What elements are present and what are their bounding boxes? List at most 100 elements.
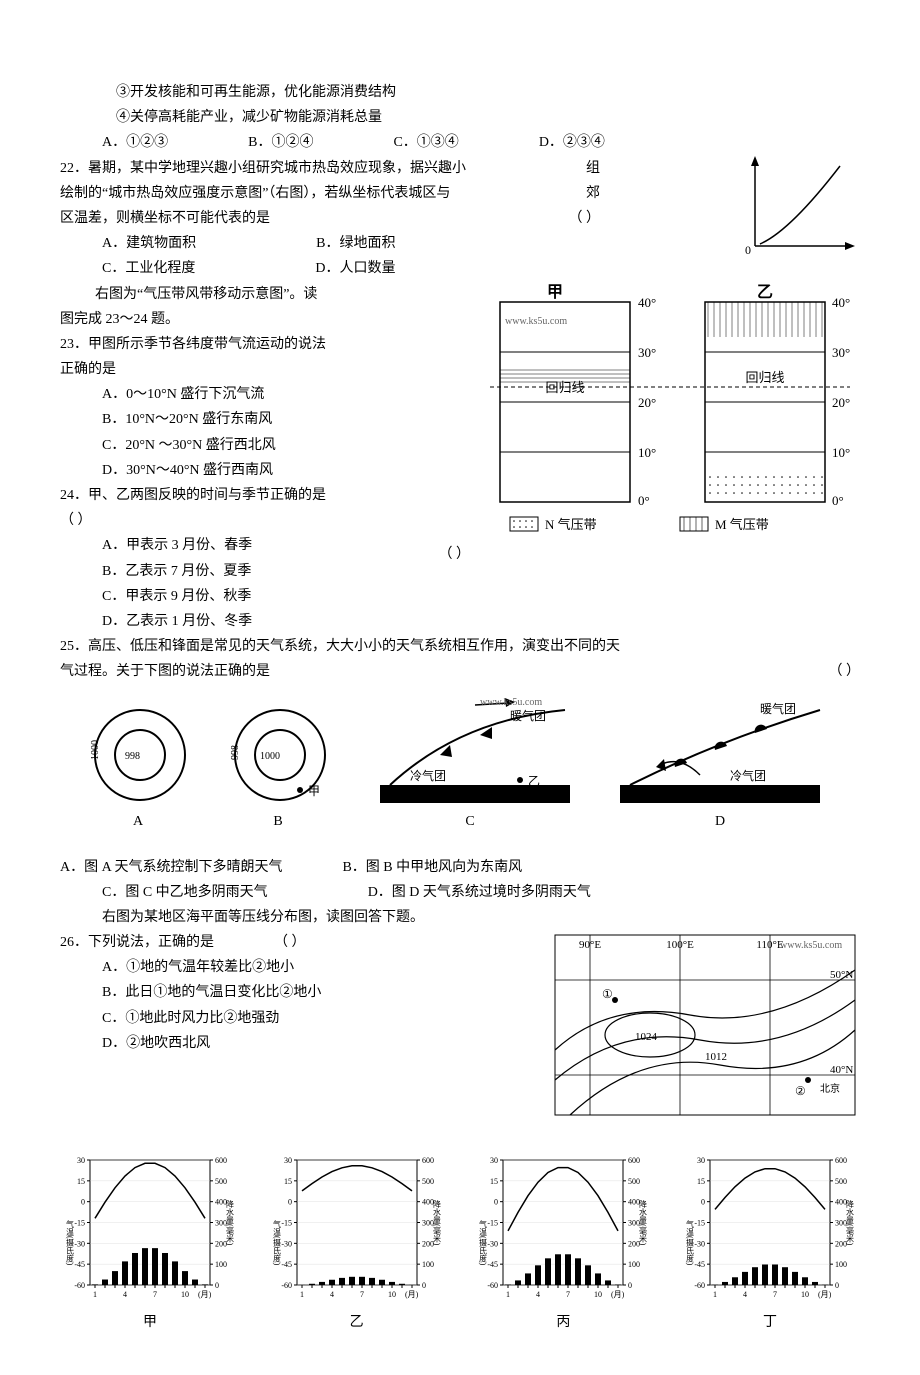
svg-text:30: 30 xyxy=(490,1156,498,1165)
svg-text:0: 0 xyxy=(701,1198,705,1207)
svg-text:0°: 0° xyxy=(832,493,844,508)
svg-text:(月): (月) xyxy=(198,1290,212,1299)
svg-text:40°: 40° xyxy=(832,295,850,310)
svg-text:7: 7 xyxy=(566,1290,570,1299)
svg-text:40°: 40° xyxy=(638,295,656,310)
svg-text:600: 600 xyxy=(628,1156,640,1165)
svg-text:降水量(毫米): 降水量(毫米) xyxy=(432,1199,441,1246)
svg-text:A: A xyxy=(133,814,144,829)
q22-options-row1: A．建筑物面积 B．绿地面积 xyxy=(60,231,730,256)
svg-text:暖气团: 暖气团 xyxy=(760,701,796,716)
svg-text:M 气压带: M 气压带 xyxy=(715,517,769,532)
svg-text:100: 100 xyxy=(422,1260,434,1269)
svg-text:7: 7 xyxy=(360,1290,364,1299)
svg-text:乙: 乙 xyxy=(528,774,540,788)
svg-text:乙: 乙 xyxy=(757,284,773,301)
svg-text:D: D xyxy=(715,814,725,829)
svg-text:①: ① xyxy=(602,987,613,1001)
svg-text:-60: -60 xyxy=(281,1281,292,1290)
svg-text:500: 500 xyxy=(628,1177,640,1186)
svg-text:(月): (月) xyxy=(405,1290,419,1299)
svg-text:600: 600 xyxy=(422,1156,434,1165)
q22-graph: 0 xyxy=(740,156,860,256)
svg-text:100: 100 xyxy=(215,1260,227,1269)
opt-a: A．①②③ xyxy=(102,130,168,155)
svg-text:(月): (月) xyxy=(818,1290,832,1299)
climate-chart-ding: 30150-15-30-45-6060050040030020010001471… xyxy=(680,1150,860,1335)
svg-text:7: 7 xyxy=(153,1290,157,1299)
opt-c: C．图 C 中乙地多阴雨天气 xyxy=(102,880,268,905)
svg-text:20°: 20° xyxy=(638,395,656,410)
opt-c: C．工业化程度 xyxy=(102,256,195,281)
svg-text:4: 4 xyxy=(330,1290,334,1299)
svg-text:②: ② xyxy=(795,1084,806,1098)
svg-text:甲: 甲 xyxy=(547,283,563,301)
climate-chart-yi: 30150-15-30-45-6060050040030020010001471… xyxy=(267,1150,447,1335)
svg-text:降水量(毫米): 降水量(毫米) xyxy=(226,1199,235,1246)
q25-diagram-row: 1000 998 A 998 1000 甲 B 暖气团 冷气团 乙 C xyxy=(60,695,860,845)
opt-a: A．建筑物面积 xyxy=(102,231,196,256)
svg-text:0: 0 xyxy=(81,1198,85,1207)
svg-text:4: 4 xyxy=(536,1290,540,1299)
q24-opt-d: D．乙表示 1 月份、冬季 xyxy=(60,609,860,634)
svg-text:0: 0 xyxy=(215,1281,219,1290)
svg-text:降水量(毫米): 降水量(毫米) xyxy=(845,1199,854,1246)
svg-text:气温(摄氏度): 气温(摄氏度) xyxy=(479,1219,488,1266)
svg-text:降水量(毫米): 降水量(毫米) xyxy=(639,1199,648,1246)
svg-text:N 气压带: N 气压带 xyxy=(545,517,597,532)
opt-b: B．图 B 中甲地风向为东南风 xyxy=(342,855,522,880)
svg-text:15: 15 xyxy=(697,1177,705,1186)
svg-text:C: C xyxy=(465,814,474,829)
svg-text:北京: 北京 xyxy=(820,1082,840,1095)
climate-chart-jia: 30150-15-30-45-6060050040030020010001471… xyxy=(60,1150,240,1335)
svg-text:1: 1 xyxy=(506,1290,510,1299)
svg-text:-15: -15 xyxy=(488,1219,499,1228)
svg-text:冷气团: 冷气团 xyxy=(410,768,446,783)
svg-text:100: 100 xyxy=(835,1260,847,1269)
svg-text:100°E: 100°E xyxy=(666,939,694,951)
svg-text:30°: 30° xyxy=(832,345,850,360)
svg-text:500: 500 xyxy=(215,1177,227,1186)
svg-text:10: 10 xyxy=(594,1290,602,1299)
svg-text:10: 10 xyxy=(181,1290,189,1299)
svg-text:7: 7 xyxy=(773,1290,777,1299)
svg-text:10°: 10° xyxy=(832,445,850,460)
opt-a: A．图 A 天气系统控制下多晴朗天气 xyxy=(60,855,282,880)
svg-text:1000: 1000 xyxy=(260,751,280,762)
svg-text:www.ks5u.com: www.ks5u.com xyxy=(780,940,842,951)
svg-text:4: 4 xyxy=(123,1290,127,1299)
svg-text:-15: -15 xyxy=(694,1219,705,1228)
svg-text:气温(摄氏度): 气温(摄氏度) xyxy=(66,1219,75,1266)
pre-options: A．①②③ B．①②④ C．①③④ D．②③④ xyxy=(60,130,860,155)
svg-text:-60: -60 xyxy=(694,1281,705,1290)
q25-options: A．图 A 天气系统控制下多晴朗天气 B．图 B 中甲地风向为东南风 C．图 C… xyxy=(60,855,860,905)
svg-text:-60: -60 xyxy=(74,1281,85,1290)
opt-d: D．图 D 天气系统过境时多阴雨天气 xyxy=(368,880,591,905)
svg-text:20°: 20° xyxy=(832,395,850,410)
svg-text:-30: -30 xyxy=(281,1239,292,1248)
svg-text:-30: -30 xyxy=(488,1239,499,1248)
svg-text:www.ks5u.com: www.ks5u.com xyxy=(480,697,542,708)
svg-text:0: 0 xyxy=(628,1281,632,1290)
svg-text:100: 100 xyxy=(628,1260,640,1269)
option-item-3: ③开发核能和可再生能源，优化能源消费结构 xyxy=(60,80,860,105)
svg-text:1000: 1000 xyxy=(90,740,101,760)
opt-d: D．人口数量 xyxy=(315,256,395,281)
svg-text:30°: 30° xyxy=(638,345,656,360)
svg-text:(月): (月) xyxy=(611,1290,625,1299)
svg-text:30: 30 xyxy=(77,1156,85,1165)
option-item-4: ④关停高耗能产业，减少矿物能源消耗总量 xyxy=(60,105,860,130)
svg-text:-30: -30 xyxy=(74,1239,85,1248)
q24-opt-c: C．甲表示 9 月份、秋季 xyxy=(60,584,860,609)
opt-c: C．①③④ xyxy=(393,130,458,155)
svg-text:4: 4 xyxy=(743,1290,747,1299)
pressure-belt-diagram: 甲 回归线 40° 30° 20° 10° 0° 乙 xyxy=(480,282,860,542)
svg-text:-45: -45 xyxy=(694,1260,705,1269)
q25-text-1: 25．高压、低压和锋面是常见的天气系统，大大小小的天气系统相互作用，演变出不同的… xyxy=(60,634,860,659)
svg-text:10: 10 xyxy=(388,1290,396,1299)
svg-text:-30: -30 xyxy=(694,1239,705,1248)
svg-text:1024: 1024 xyxy=(635,1031,658,1043)
svg-text:30: 30 xyxy=(697,1156,705,1165)
svg-text:1012: 1012 xyxy=(705,1051,727,1063)
svg-text:-60: -60 xyxy=(488,1281,499,1290)
